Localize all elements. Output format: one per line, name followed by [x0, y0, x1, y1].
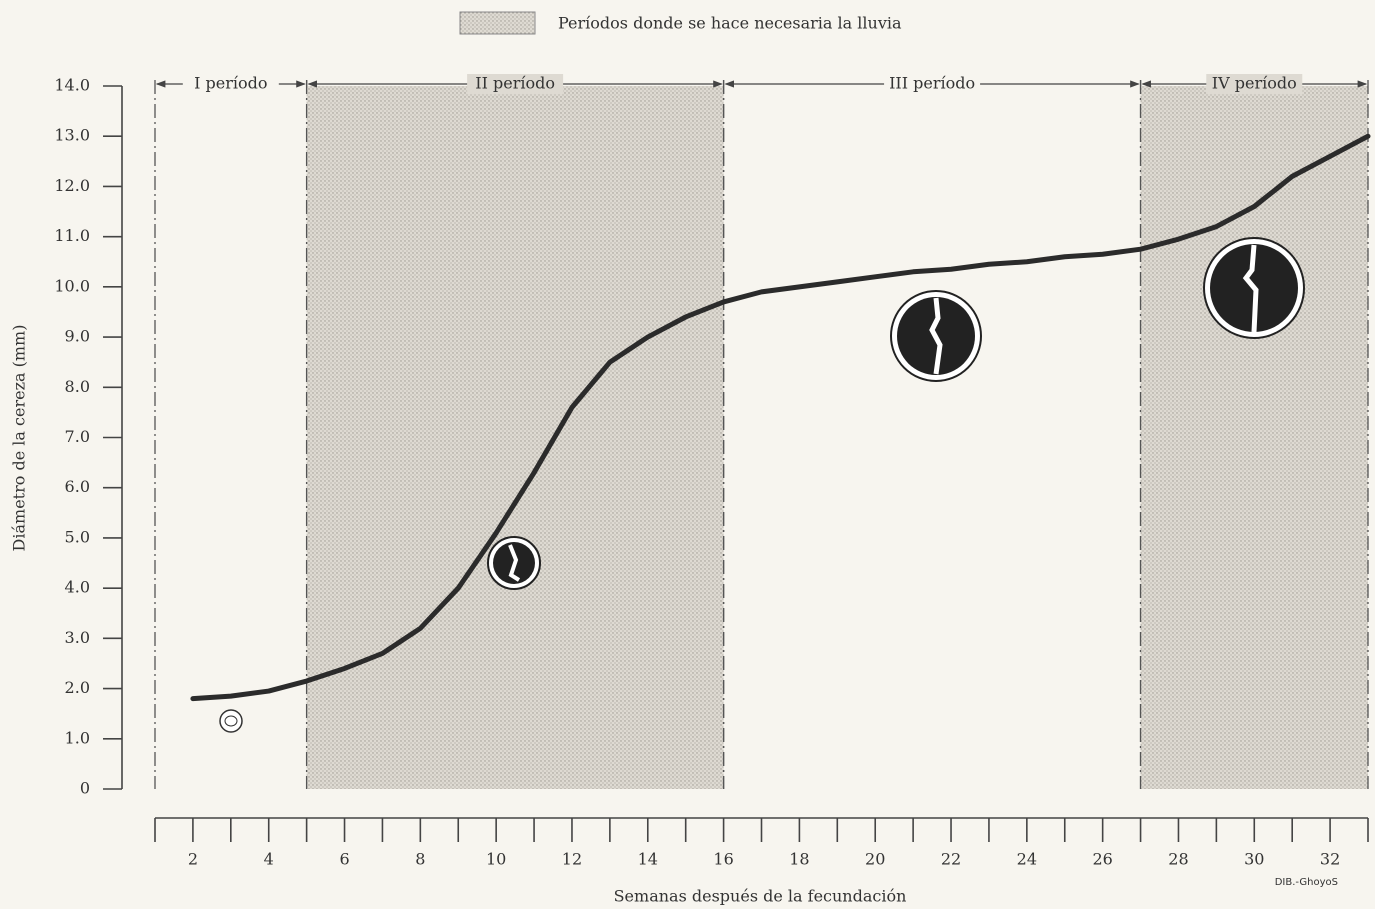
x-tick-label: 24	[1017, 850, 1037, 869]
x-tick-label: 4	[264, 850, 274, 869]
period-shade	[1141, 86, 1368, 789]
x-tick-label: 22	[941, 850, 961, 869]
y-tick-label: 10.0	[54, 276, 90, 295]
fruit-icon	[220, 710, 242, 732]
x-tick-label: 12	[562, 850, 582, 869]
legend-swatch	[460, 12, 535, 34]
legend-label: Períodos donde se hace necesaria la lluv…	[558, 14, 902, 33]
x-tick-label: 16	[713, 850, 733, 869]
y-tick-label: 7.0	[65, 427, 90, 446]
period-label: I período	[194, 74, 267, 93]
y-tick-label: 9.0	[65, 327, 90, 346]
fruit-icon	[891, 291, 981, 381]
y-tick-label: 13.0	[54, 126, 90, 145]
y-tick-label: 12.0	[54, 176, 90, 195]
chart: I período II período III período IV período…	[0, 0, 1375, 909]
credit: DIB.-GhoyoS	[1275, 877, 1338, 888]
fruit-icon	[488, 537, 540, 589]
x-tick-label: 28	[1168, 850, 1188, 869]
shade-layer: I período II período III período IV período	[155, 74, 1368, 790]
x-tick-label: 10	[486, 850, 506, 869]
y-tick-label: 6.0	[65, 477, 90, 496]
x-tick-label: 26	[1092, 850, 1112, 869]
y-tick-label: 1.0	[65, 728, 90, 747]
y-tick-label: 5.0	[65, 527, 90, 546]
x-tick-label: 8	[415, 850, 425, 869]
period-label: III período	[889, 74, 975, 93]
period-label: IV período	[1212, 74, 1297, 93]
y-tick-label: 3.0	[65, 628, 90, 647]
y-axis-label: Diámetro de la cereza (mm)	[10, 325, 29, 552]
period-shade	[307, 86, 724, 789]
x-tick-label: 20	[865, 850, 885, 869]
x-tick-label: 2	[188, 850, 198, 869]
x-tick-label: 18	[789, 850, 809, 869]
y-tick-label: 2.0	[65, 678, 90, 697]
x-tick-label: 6	[339, 850, 349, 869]
x-tick-label: 32	[1320, 850, 1340, 869]
fruit-icon	[1204, 238, 1304, 338]
period-label: II período	[475, 74, 555, 93]
x-tick-label: 14	[638, 850, 658, 869]
y-tick-label: 4.0	[65, 578, 90, 597]
y-tick-label: 8.0	[65, 377, 90, 396]
y-tick-label: 14.0	[54, 76, 90, 95]
x-tick-label: 30	[1244, 850, 1264, 869]
y-tick-label: 11.0	[54, 226, 90, 245]
y-tick-label: 0	[80, 779, 90, 798]
x-axis-label: Semanas después de la fecundación	[614, 887, 907, 906]
